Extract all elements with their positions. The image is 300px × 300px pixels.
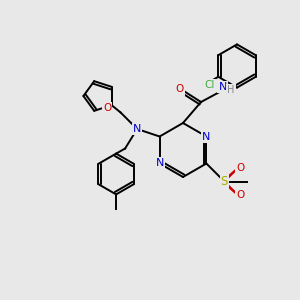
Text: O: O — [103, 103, 111, 113]
Text: N: N — [218, 82, 227, 92]
Text: H: H — [227, 85, 235, 95]
Text: Cl: Cl — [204, 80, 214, 90]
Text: N: N — [202, 131, 211, 142]
Text: O: O — [236, 163, 244, 173]
Text: N: N — [133, 124, 141, 134]
Text: O: O — [236, 190, 244, 200]
Text: S: S — [221, 175, 228, 188]
Text: N: N — [155, 158, 164, 169]
Text: O: O — [176, 84, 184, 94]
